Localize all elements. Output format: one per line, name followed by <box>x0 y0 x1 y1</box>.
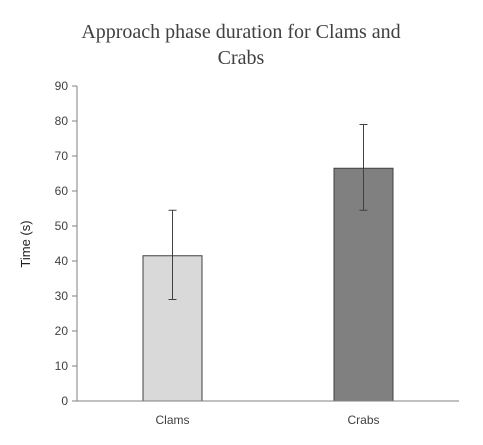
y-tick-label: 40 <box>55 254 69 268</box>
y-tick-label: 20 <box>55 324 69 338</box>
y-tick-label: 60 <box>55 184 69 198</box>
y-tick-label: 70 <box>55 149 69 163</box>
chart-title-line-1: Approach phase duration for Clams and <box>81 21 400 43</box>
y-tick-label: 50 <box>55 219 69 233</box>
y-tick-label: 30 <box>55 289 69 303</box>
y-tick-label: 10 <box>55 359 69 373</box>
plot-area: 0 10 20 30 40 50 60 70 80 90 Clams Crabs <box>55 79 459 427</box>
y-tick-label: 90 <box>55 79 69 93</box>
x-tick-label: Clams <box>155 413 189 427</box>
y-tick-label: 0 <box>61 394 68 408</box>
x-tick-label: Crabs <box>347 413 379 427</box>
y-axis-label: Time (s) <box>18 220 33 267</box>
chart-title-line-2: Crabs <box>218 47 265 69</box>
y-tick-label: 80 <box>55 114 69 128</box>
